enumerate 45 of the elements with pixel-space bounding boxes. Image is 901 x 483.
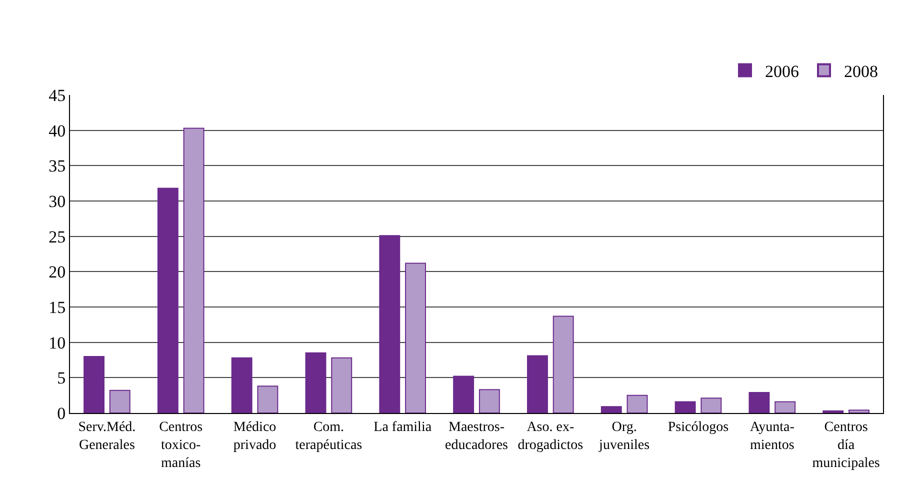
bar [257, 386, 278, 413]
bar [822, 410, 844, 413]
bar [600, 406, 622, 413]
bar [478, 389, 500, 413]
y-tick-label: 15 [48, 298, 66, 317]
bar [305, 352, 326, 413]
x-tick-label: Centros día municipales [812, 420, 880, 472]
y-tick-label: 25 [48, 227, 66, 246]
legend-label: 2008 [844, 62, 878, 81]
y-tick-label: 20 [48, 262, 66, 282]
x-tick-label: Com. terapéuticas [295, 420, 362, 453]
bar [109, 390, 130, 413]
x-tick-label: Centros toxico- manías [159, 420, 203, 472]
x-tick-label: Maestros- educadores [445, 420, 508, 453]
x-tick-label: Ayunta- mientos [750, 420, 795, 453]
x-tick-label: Aso. ex- drogadictos [518, 420, 584, 453]
y-tick-label: 0 [57, 404, 66, 423]
x-tick-label: Org. juveniles [598, 420, 650, 453]
y-tick-label: 10 [48, 333, 66, 352]
bar [552, 316, 574, 413]
bar [183, 128, 204, 413]
legend-label: 2006 [765, 62, 799, 81]
bar [84, 356, 104, 413]
bar [379, 235, 400, 413]
bar [157, 188, 178, 413]
bar [331, 357, 352, 413]
x-tick-label: Psicólogos [668, 420, 729, 435]
bar [674, 401, 696, 413]
x-tick-label: Médico privado [233, 420, 276, 453]
bar [231, 357, 252, 413]
x-tick-label: La familia [374, 420, 432, 435]
y-tick-label: 5 [57, 368, 66, 388]
bar [405, 262, 426, 413]
bar [774, 401, 796, 413]
bar [700, 398, 722, 413]
x-tick-label: Serv.Méd. Generales [78, 420, 136, 453]
y-tick-label: 35 [48, 156, 66, 176]
bar [626, 394, 648, 413]
bar [748, 392, 770, 413]
y-tick-label: 40 [48, 121, 66, 140]
bar [527, 355, 548, 413]
bar [453, 376, 474, 413]
y-tick-label: 30 [48, 192, 66, 211]
bar [848, 410, 870, 413]
y-tick-label: 45 [48, 86, 66, 105]
